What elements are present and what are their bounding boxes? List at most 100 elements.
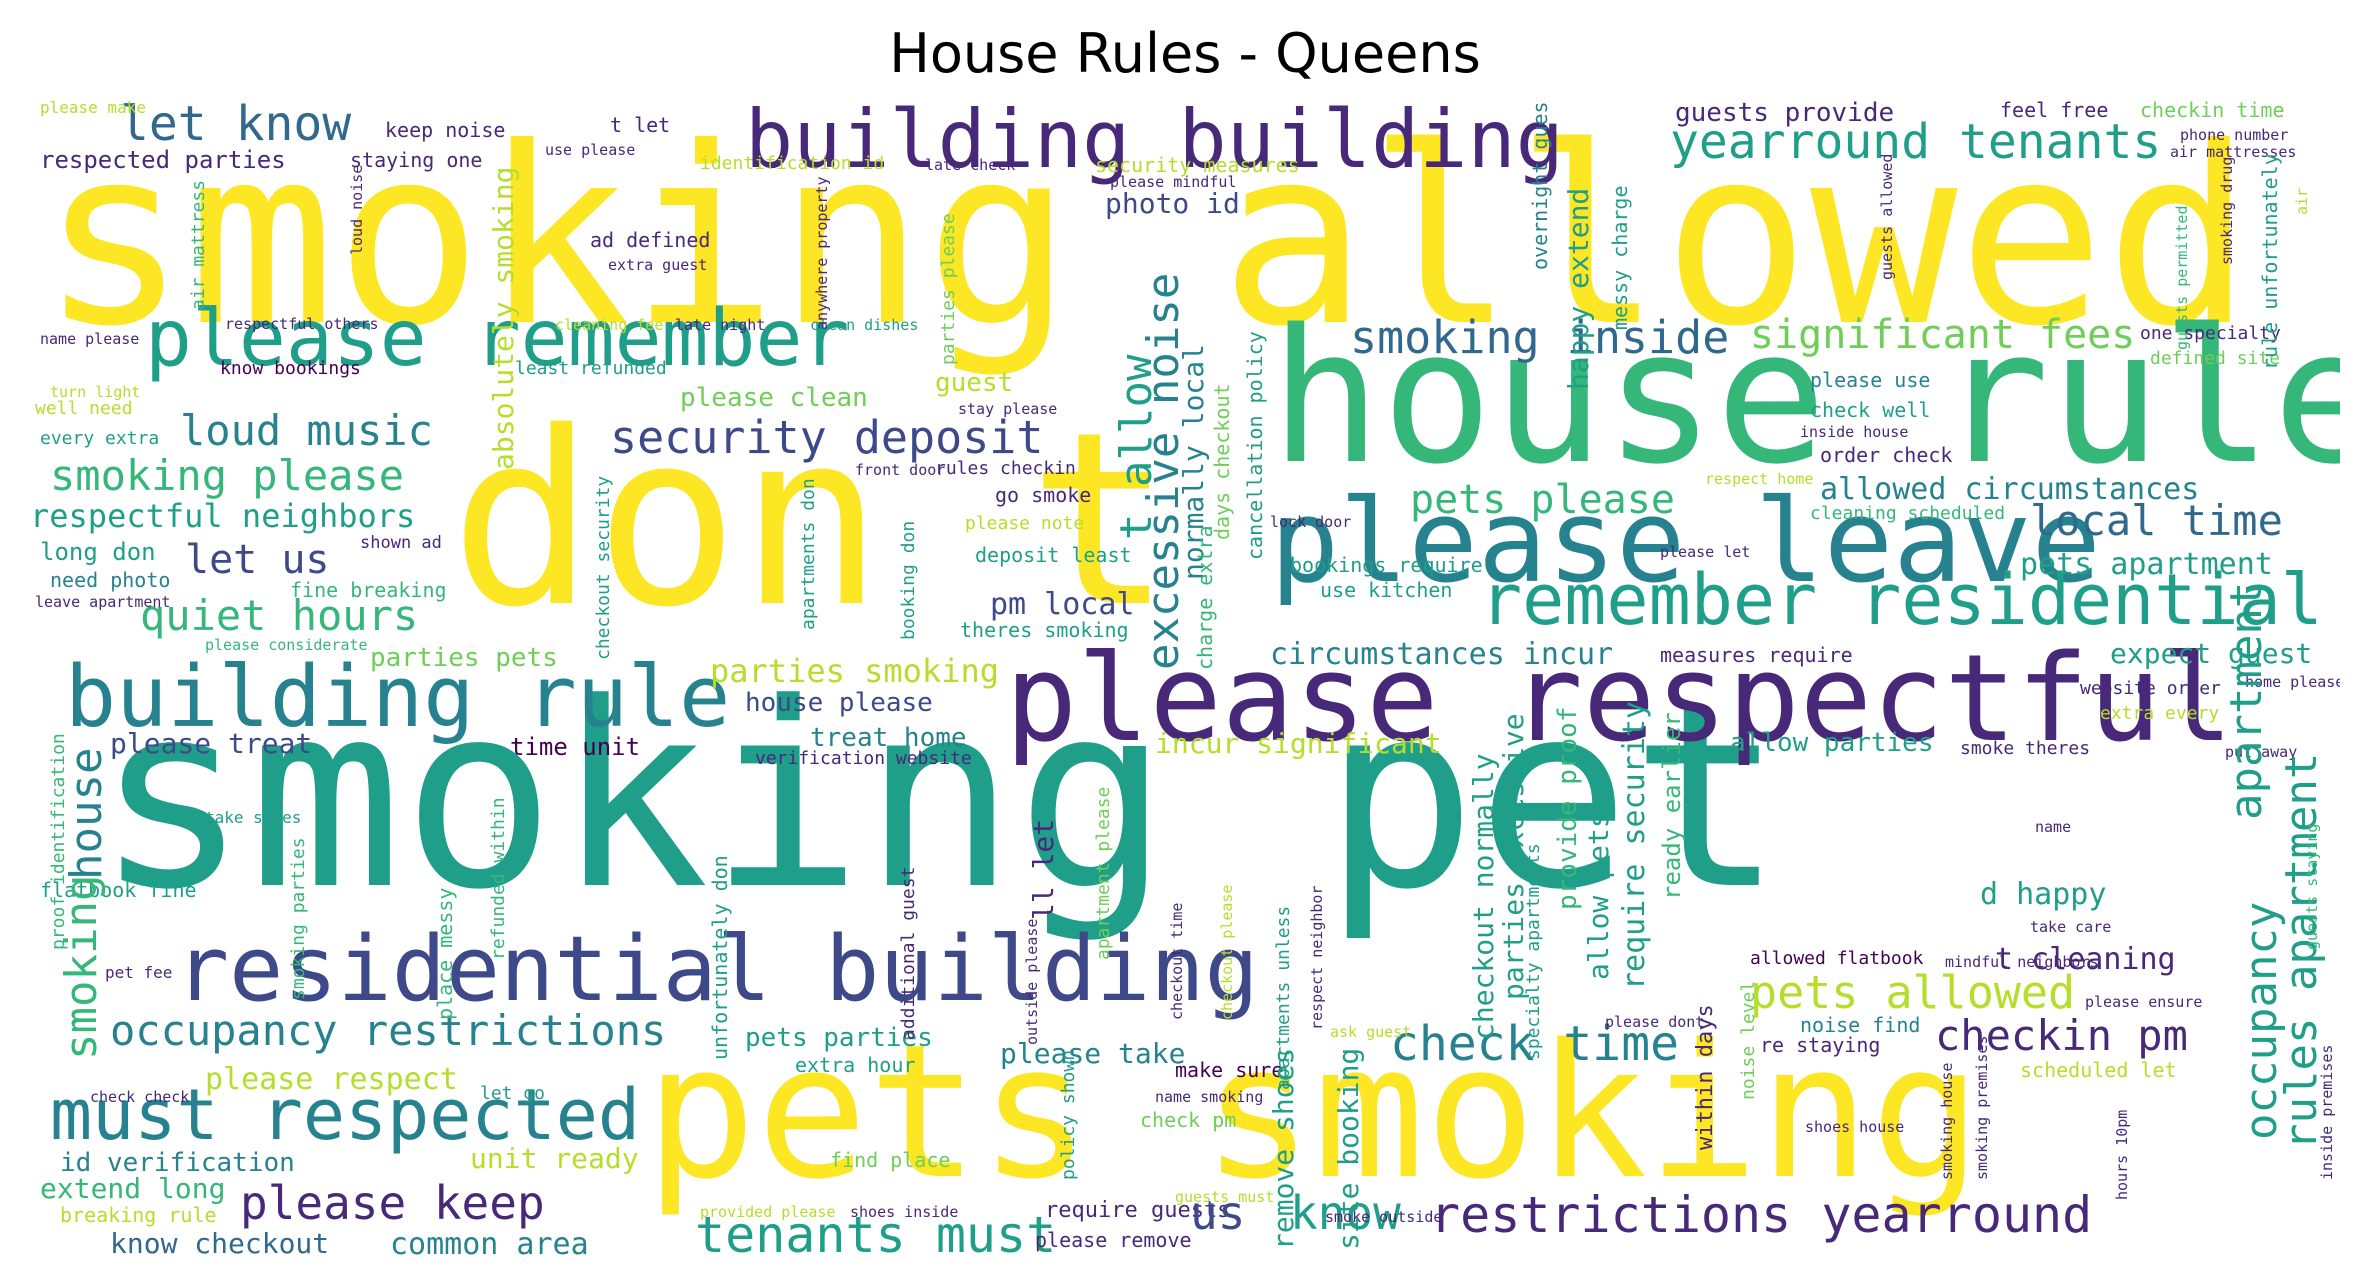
cloud-word: leave apartment (35, 593, 171, 611)
cloud-word: site booking (1332, 1047, 1365, 1250)
cloud-word: smoke theres (1960, 738, 2091, 759)
cloud-word: let us (185, 537, 330, 583)
cloud-word: extra every (2100, 703, 2220, 724)
cloud-word: go smoke (995, 483, 1092, 507)
cloud-word: please leave (1270, 475, 2101, 609)
cloud-word: pm local (990, 587, 1135, 622)
cloud-word: smoking pet (95, 649, 1784, 946)
cloud-word: refunded within (488, 797, 509, 960)
cloud-word: please remember (145, 294, 850, 384)
cloud-word: parties pets (370, 643, 558, 673)
cloud-word: shown ad (360, 533, 442, 553)
cloud-word: extend long (40, 1172, 226, 1205)
cloud-word: pet fee (105, 963, 173, 982)
cloud-word: policy shown (1058, 1049, 1079, 1180)
cloud-word: anywhere property (813, 176, 831, 330)
cloud-word: air (2293, 187, 2311, 215)
cloud-word: residential building (175, 917, 1259, 1022)
cloud-word: turn light (50, 383, 141, 401)
cloud-word: scheduled let (2020, 1058, 2177, 1082)
cloud-word: within days (1693, 1004, 1718, 1150)
cloud-word: require guests (1045, 1198, 1231, 1223)
cloud-word: please clean (680, 383, 868, 413)
cloud-word: respectful others (225, 315, 379, 333)
cloud-word: please note (965, 513, 1085, 534)
cloud-word: please make (40, 100, 146, 117)
cloud-word: checkout normally (1467, 753, 1500, 1040)
cloud-word: let go (480, 1083, 546, 1104)
cloud-word: rule unfortunately (2258, 153, 2282, 370)
cloud-word: parties smoking (710, 652, 999, 690)
cloud-word: outside please (1023, 918, 1041, 1045)
cloud-word: checkout please (1218, 884, 1236, 1020)
cloud-word: mindful neighbors (1945, 953, 2099, 971)
cloud-word: significant fees (1750, 312, 2136, 358)
cloud-word: front door (855, 461, 946, 479)
cloud-word: extra hour (795, 1053, 916, 1077)
cloud-word: expect guest (2110, 637, 2313, 670)
cloud-word: stay please (958, 400, 1058, 418)
cloud-word: check time (1390, 1016, 1679, 1072)
cloud-word: use kitchen (1320, 578, 1453, 602)
cloud-word: respected parties (40, 146, 286, 174)
cloud-word: least refunded (515, 358, 667, 379)
cloud-word: additional guest (898, 866, 919, 1040)
cloud-word: shoes house (1805, 1118, 1905, 1136)
cloud-word: absolutely smoking (487, 166, 520, 470)
cloud-word: staying one (350, 148, 483, 172)
cloud-word: find place (830, 1148, 951, 1172)
cloud-word: flatbook fine (40, 878, 197, 902)
cloud-word: bookings require (1290, 553, 1483, 577)
cloud-word: don t (450, 380, 1173, 660)
cloud-word: clean dishes (810, 316, 919, 334)
cloud-word: phone number (2180, 126, 2289, 144)
cloud-word: pets smoking (645, 1004, 1982, 1220)
cloud-word: please keep (240, 1176, 545, 1230)
cloud-word: know checkout (110, 1227, 330, 1256)
cloud-word: please take (1000, 1037, 1186, 1070)
cloud-word: checkin time (2140, 100, 2285, 122)
cloud-word: smoking drug (2218, 156, 2236, 265)
cloud-word: defined site (2150, 348, 2281, 369)
cloud-word: cleaning fee (555, 316, 664, 334)
cloud-word: respectful neighbors (30, 497, 416, 535)
cloud-word: take care (2030, 918, 2112, 936)
cloud-word: t let (610, 113, 671, 137)
cloud-word: loud music (180, 406, 433, 455)
cloud-word: noise level (1738, 980, 1759, 1100)
cloud-word: photo id (1105, 187, 1240, 220)
cloud-word: hours 10pm (2113, 1109, 2131, 1200)
cloud-word: home please (2245, 673, 2340, 691)
cloud-word: specialty apartments (1523, 843, 1544, 1060)
cloud-word: noise find (1800, 1013, 1921, 1037)
cloud-word: pets apartment (2020, 547, 2273, 582)
chart-title: House Rules - Queens (889, 22, 1481, 85)
cloud-word: name smoking (1155, 1088, 1264, 1106)
cloud-word: provided please (700, 1203, 836, 1221)
cloud-word: guests permitted (2173, 205, 2191, 351)
cloud-word: quiet hours (140, 591, 419, 640)
cloud-word: place messy (433, 887, 457, 1020)
cloud-word: measures require (1660, 643, 1853, 667)
cloud-word: apartments don (798, 478, 819, 630)
cloud-word: happy extend (1562, 187, 1595, 390)
cloud-word: unit ready (470, 1142, 639, 1175)
cloud-word: cleaning scheduled (1810, 503, 2006, 524)
cloud-word: theres smoking (960, 618, 1129, 642)
cloud-word: booking don (898, 520, 919, 640)
cloud-word: allowed flatbook (1750, 948, 1924, 969)
cloud-word: us (1190, 1186, 1246, 1240)
cloud-word: smoking allowed (40, 100, 2253, 380)
cloud-word: provide proof (1553, 706, 1583, 911)
cloud-word: incur significant (1155, 727, 1442, 760)
cloud-word: inside premises (2318, 1044, 2336, 1180)
cloud-word: days checkout (1210, 383, 1234, 540)
cloud-word: guest (935, 368, 1014, 398)
cloud-word: order check (1820, 443, 1953, 467)
cloud-word: check pm (1140, 1108, 1237, 1132)
cloud-word: apartments unless (1273, 905, 1294, 1090)
cloud-word: pets parties (745, 1023, 933, 1053)
cloud-word: ask guest (1330, 1023, 1412, 1041)
cloud-word: loud noise (348, 164, 366, 255)
cloud-word: please dont (1605, 1013, 1705, 1031)
